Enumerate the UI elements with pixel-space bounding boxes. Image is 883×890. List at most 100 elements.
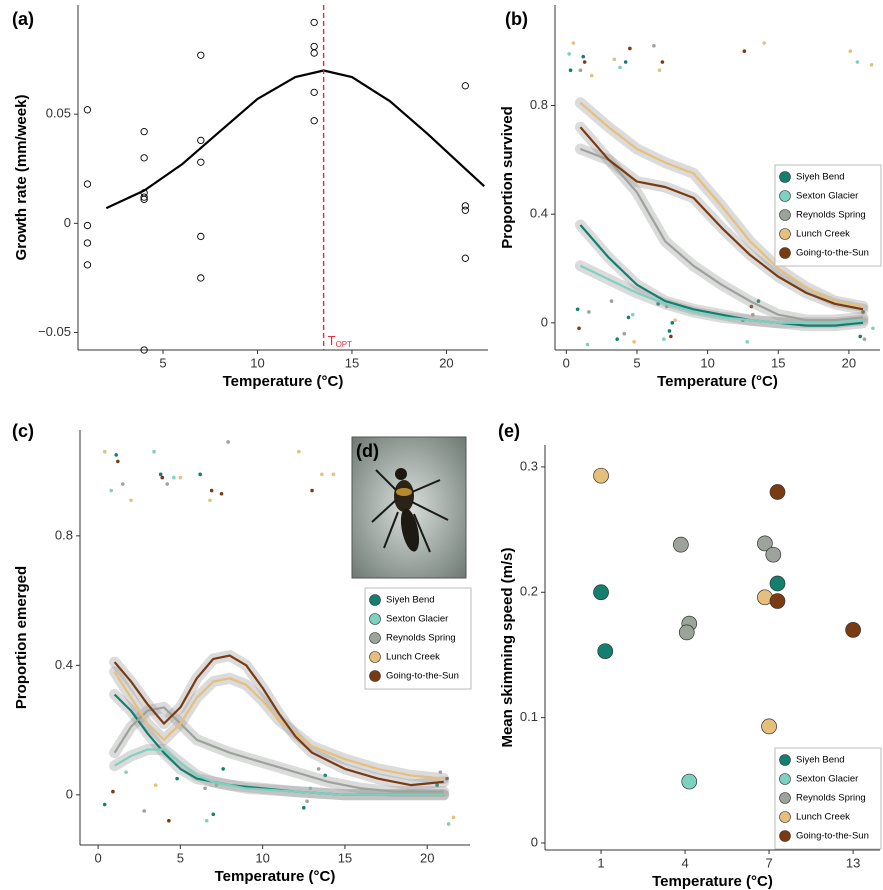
y-tick-label: 0.2 (520, 584, 538, 599)
jitter-point (203, 786, 207, 791)
insect-abdomen (400, 508, 420, 552)
jitter-point (153, 783, 158, 787)
legend-label: Reynolds Spring (796, 793, 866, 804)
jitter-point (102, 449, 107, 454)
legend-swatch (779, 171, 791, 183)
jitter-point (667, 329, 672, 333)
jitter-point (446, 822, 451, 826)
insect-legs (371, 469, 449, 553)
jitter-point (762, 41, 766, 45)
jitter-point (756, 299, 761, 303)
x-tick-label: 15 (338, 850, 352, 865)
legend-swatch (779, 811, 791, 823)
legend-label: Siyeh Bend (796, 755, 845, 766)
jitter-point (657, 68, 662, 72)
x-tick-label: 4 (681, 855, 688, 870)
jitter-point (871, 326, 875, 331)
legend-swatch (779, 228, 791, 240)
jitter-point (626, 315, 631, 320)
fit-line (579, 224, 864, 327)
legend-swatch (779, 247, 791, 259)
panel: (a) 5 10 15 20 −0.05 0 0.05 Temperature (°C) Grow… (12, 5, 488, 390)
point (761, 718, 777, 735)
jitter-point (160, 475, 165, 480)
point (140, 193, 148, 201)
jitter-point (858, 334, 863, 339)
jitter-point (571, 41, 576, 45)
x-tick-label: 15 (771, 355, 785, 370)
jitter-point (124, 770, 128, 774)
jitter-point (167, 818, 171, 823)
jitter-point (749, 304, 754, 309)
jitter-point (331, 472, 336, 477)
point (310, 117, 318, 125)
x-tick-label: 20 (439, 355, 453, 370)
point (597, 643, 614, 660)
x-axis-title: Temperature (°C) (657, 373, 778, 390)
jitter-point (297, 449, 301, 454)
point (461, 206, 469, 214)
legend-swatch (369, 670, 381, 682)
point (757, 535, 773, 552)
x-tick-label: 10 (255, 850, 269, 865)
jitter-point (226, 440, 230, 444)
legend-label: Reynolds Spring (386, 633, 456, 644)
point (769, 593, 786, 609)
jitter-point (577, 326, 581, 331)
y-tick-label: −0.05 (38, 324, 71, 339)
jitter-point (669, 334, 673, 339)
legend-label: Sexton Glacier (796, 191, 858, 202)
fit-line (113, 654, 444, 787)
jitter-point (612, 57, 617, 62)
jitter-point (861, 310, 865, 314)
jitter-point (301, 805, 306, 810)
jitter-point (751, 312, 755, 317)
panel: (c) 0 5 10 15 20 0 0.4 0.8 Temperature (°C) Propor… (12, 421, 472, 885)
y-tick-label: 0.4 (55, 657, 73, 672)
panel-label: (c) (12, 421, 34, 441)
fit-line (114, 748, 444, 796)
point (673, 536, 689, 553)
insect-head (395, 468, 407, 480)
y-tick-label: 0.8 (530, 97, 548, 112)
jitter-point (451, 815, 456, 820)
jitter-point (120, 482, 125, 486)
y-tick-label: 0 (541, 314, 548, 329)
jitter-point (585, 342, 590, 347)
x-tick-label: 1 (597, 855, 604, 870)
jitter-point (109, 488, 114, 493)
legend-label: Sexton Glacier (386, 614, 448, 625)
legend-swatch (779, 754, 791, 766)
point (769, 484, 786, 500)
jitter-point (581, 54, 586, 59)
legend-swatch (369, 613, 381, 625)
point (461, 254, 469, 262)
x-tick-label: 7 (765, 855, 772, 870)
point (83, 180, 92, 188)
y-tick-label: 0.4 (530, 206, 548, 221)
jitter-point (445, 776, 449, 781)
legend-label: Lunch Creek (386, 652, 440, 663)
jitter-point (142, 809, 146, 813)
panel-label: (d) (356, 441, 379, 461)
point (678, 624, 695, 641)
y-tick-label: 0.05 (46, 106, 71, 121)
legend-label: Lunch Creek (796, 812, 850, 823)
x-axis-title: Temperature (°C) (223, 373, 344, 390)
y-tick-label: 0 (66, 786, 73, 801)
jitter-point (308, 786, 313, 791)
fit-line (580, 147, 864, 322)
point (140, 154, 148, 162)
point (593, 584, 609, 601)
point (681, 773, 698, 790)
legend-label: Lunch Creek (796, 229, 850, 240)
jitter-point (165, 482, 170, 486)
point (140, 195, 148, 203)
fit-line (579, 101, 864, 308)
point (461, 82, 469, 90)
point (310, 18, 318, 27)
point (769, 575, 786, 592)
jitter-point (589, 73, 594, 78)
x-tick-label: 15 (345, 355, 359, 370)
jitter-point (178, 475, 183, 480)
